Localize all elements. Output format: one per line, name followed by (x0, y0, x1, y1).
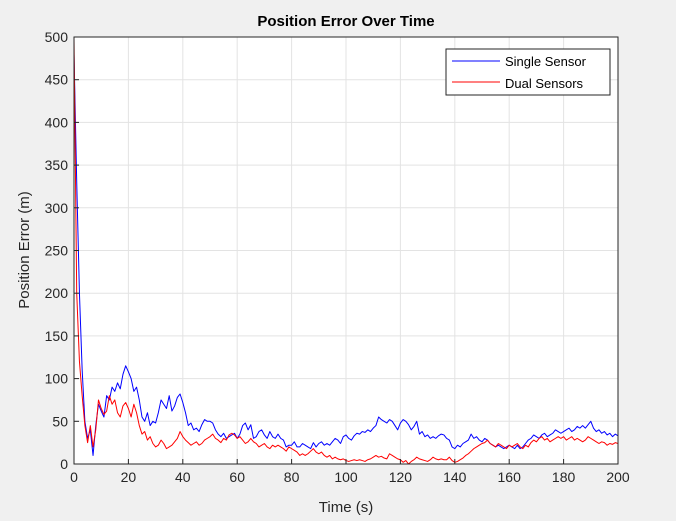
y-axis-label: Position Error (m) (16, 191, 33, 309)
x-tick-label: 80 (284, 469, 300, 485)
x-tick-label: 20 (121, 469, 137, 485)
x-tick-label: 40 (175, 469, 191, 485)
chart-title: Position Error Over Time (257, 13, 434, 30)
y-tick-label: 450 (45, 72, 69, 88)
legend-label-dual-sensors: Dual Sensors (505, 76, 584, 91)
x-tick-label: 140 (443, 469, 467, 485)
x-tick-label: 180 (552, 469, 576, 485)
x-tick-label: 0 (70, 469, 78, 485)
y-tick-label: 500 (45, 29, 69, 45)
y-tick-label: 300 (45, 200, 69, 216)
x-tick-label: 160 (498, 469, 522, 485)
y-tick-label: 100 (45, 371, 69, 387)
y-tick-label: 200 (45, 285, 69, 301)
y-tick-label: 400 (45, 114, 69, 130)
y-tick-label: 250 (45, 243, 69, 259)
legend-box (445, 48, 611, 96)
y-tick-label: 50 (52, 413, 68, 429)
x-axis-label: Time (s) (319, 499, 373, 516)
series-line-single-sensor (74, 54, 618, 456)
x-tick-label: 200 (606, 469, 630, 485)
y-tick-label: 350 (45, 157, 69, 173)
tick-labels: 0 20 40 60 80 100 120 140 160 180 200 0 50 100 150 200 2… (45, 29, 630, 485)
legend-label-single-sensor: Single Sensor (505, 54, 587, 69)
legend[interactable]: Single Sensor Dual Sensors (445, 48, 611, 96)
x-tick-label: 120 (389, 469, 413, 485)
x-tick-label: 100 (334, 469, 358, 485)
tick-marks (73, 36, 619, 465)
x-tick-label: 60 (229, 469, 245, 485)
y-tick-label: 150 (45, 328, 69, 344)
y-tick-label: 0 (60, 456, 68, 472)
